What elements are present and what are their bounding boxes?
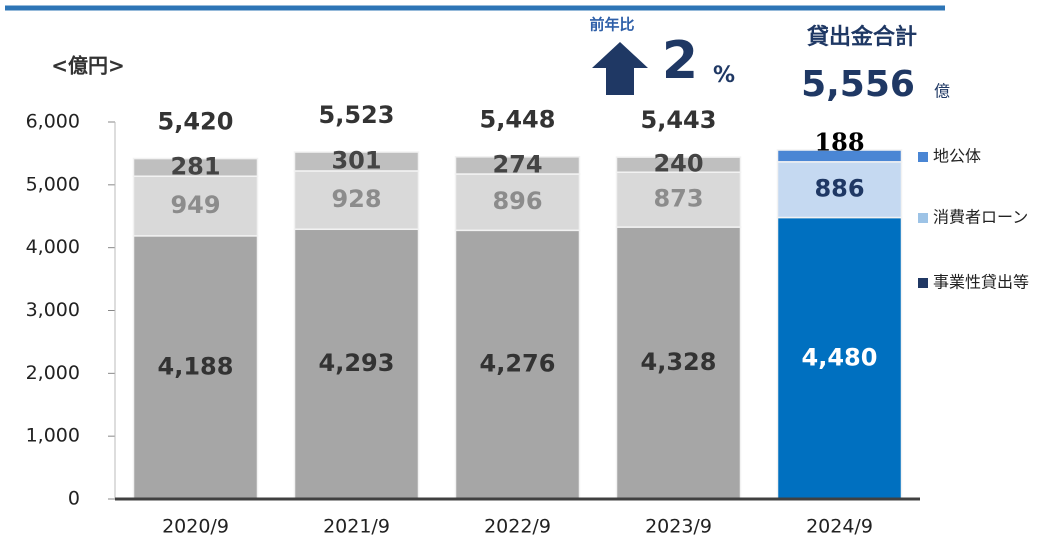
up-arrow: [592, 42, 648, 95]
bar-segment: [615, 226, 742, 500]
x-tick-label: 2024/9: [806, 516, 873, 538]
total-label: 5,523: [319, 101, 395, 129]
y-tick-label: 2,000: [26, 362, 80, 384]
value-label: 4,293: [319, 349, 395, 377]
value-label: 281: [170, 152, 220, 180]
y-tick-label: 1,000: [26, 425, 80, 447]
value-label: 4,276: [480, 350, 556, 378]
value-label: 240: [653, 150, 703, 178]
unit-label: <億円>: [51, 54, 125, 78]
bar-segment: [776, 161, 903, 219]
total-title: 貸出金合計: [806, 24, 917, 50]
x-tick-label: 2023/9: [645, 516, 712, 538]
legend-marker: [918, 278, 928, 288]
bar-segment: [776, 216, 903, 500]
value-label: 873: [653, 185, 703, 213]
total-label: 5,448: [480, 106, 556, 134]
legend-marker: [918, 213, 928, 223]
y-tick-label: 3,000: [26, 299, 80, 321]
value-label: 188: [814, 128, 864, 157]
value-label: 896: [492, 187, 542, 215]
x-tick-label: 2022/9: [484, 516, 551, 538]
value-label: 928: [331, 185, 381, 213]
bar-segment: [132, 157, 259, 177]
value-label: 886: [814, 175, 864, 203]
bar-segment: [454, 173, 581, 232]
legend-label: 消費者ローン: [933, 208, 1028, 227]
y-tick-label: 4,000: [26, 236, 80, 258]
yoy-value: 2: [662, 31, 698, 91]
x-tick-label: 2021/9: [323, 516, 390, 538]
y-tick-label: 0: [68, 488, 80, 510]
value-label: 4,328: [641, 348, 717, 376]
y-tick-label: 6,000: [26, 111, 80, 133]
bar-segment: [293, 151, 420, 172]
legend-label: 事業性貸出等: [933, 273, 1029, 292]
bar-segment: [615, 156, 742, 173]
yoy-label: 前年比: [589, 16, 634, 34]
legend-marker: [918, 152, 928, 162]
bar-segment: [776, 149, 903, 163]
total-label: 5,443: [641, 106, 717, 134]
value-label: 274: [492, 150, 542, 178]
value-label: 4,188: [158, 352, 234, 380]
yoy-unit: %: [713, 63, 735, 88]
value-label: 4,480: [802, 343, 878, 371]
total-unit: 億: [934, 82, 950, 101]
total-label: 5,420: [158, 107, 234, 135]
legend-label: 地公体: [933, 147, 981, 166]
total-label: 5,556: [801, 64, 915, 105]
value-label: 949: [170, 191, 220, 219]
value-label: 301: [331, 146, 381, 174]
bar-segment: [454, 156, 581, 175]
bar-segment: [132, 235, 259, 500]
bar-segment: [132, 175, 259, 237]
y-tick-label: 5,000: [26, 173, 80, 195]
x-tick-label: 2020/9: [162, 516, 229, 538]
